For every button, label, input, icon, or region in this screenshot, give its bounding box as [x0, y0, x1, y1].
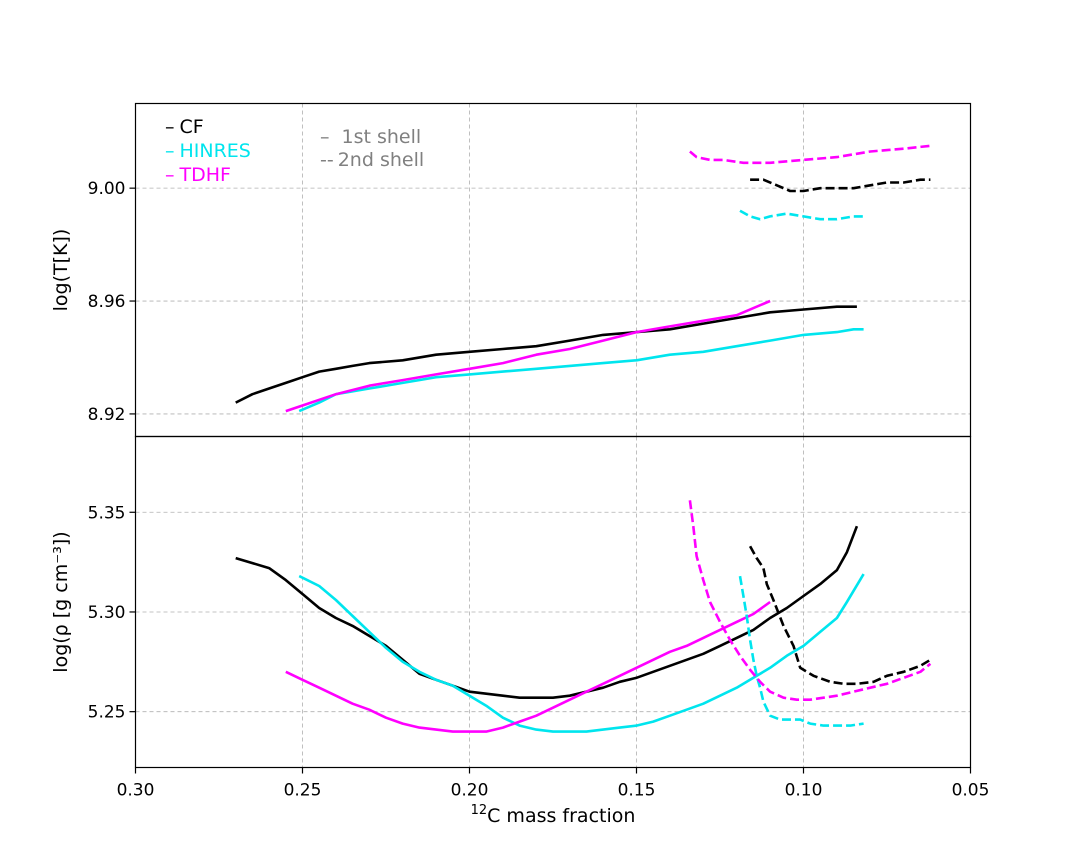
density-y-tick-label-0: 5.25 — [88, 703, 126, 723]
legend-item-hinres: – HINRES — [165, 140, 251, 162]
temperature-y-tick-label-0: 8.92 — [88, 405, 126, 425]
density-series-hinres-2nd-shell — [738, 575, 864, 727]
legend-marker-tdhf: – — [165, 164, 175, 186]
x-tick-label-4: 0.10 — [785, 781, 823, 801]
legend-item-tdhf: – TDHF — [165, 164, 231, 186]
shell-note-2nd: -- 2nd shell — [320, 149, 424, 171]
density-series-tdhf-1st-shell — [285, 600, 771, 733]
x-axis-label-text: C mass fraction — [487, 805, 635, 827]
legend-marker-cf: – — [165, 116, 175, 138]
temperature-series-cf-2nd-shell — [750, 178, 931, 193]
density-series-hinres-1st-shell — [298, 573, 865, 733]
x-axis-label: 12C mass fraction — [471, 803, 636, 827]
x-tick-label-5: 0.05 — [952, 781, 990, 801]
density-y-axis-label: log(ρ [g cm⁻³]) — [50, 531, 72, 672]
legend-label-cf: CF — [180, 116, 204, 138]
legend-marker-hinres: – — [165, 140, 175, 162]
x-tick-label-0: 0.30 — [117, 781, 155, 801]
x-tick-label-3: 0.15 — [618, 781, 656, 801]
density-series-cf-2nd-shell — [748, 545, 932, 686]
temperature-y-tick-label-1: 8.96 — [88, 292, 126, 312]
density-panel-frame — [134, 435, 972, 769]
x-tick-label-2: 0.20 — [451, 781, 489, 801]
temperature-y-axis-label: log(T[K]) — [50, 229, 72, 312]
temperature-series-hinres-2nd-shell — [739, 209, 864, 221]
x-tick-label-1: 0.25 — [284, 781, 322, 801]
shell-style-note: –1st shell -- 2nd shell — [320, 126, 424, 171]
density-y-tick-label-1: 5.30 — [88, 603, 126, 623]
temperature-series-hinres-1st-shell — [298, 328, 864, 413]
temperature-series-tdhf-2nd-shell — [689, 144, 931, 165]
density-y-tick-label-2: 5.35 — [88, 503, 126, 523]
series-layer — [235, 144, 932, 733]
tick-layer: 8.92 8.96 9.00 5.25 5.30 5.35 0.30 0.25 0.20 0.15… — [88, 179, 990, 800]
shell-note-1st-text: 1st shell — [342, 126, 422, 148]
x-axis-label-superscript: 12 — [471, 803, 488, 818]
density-series-cf-1st-shell — [235, 525, 859, 699]
temperature-y-tick-label-2: 9.00 — [88, 179, 126, 199]
density-series-tdhf-2nd-shell — [688, 500, 932, 701]
temperature-series-tdhf-1st-shell — [285, 299, 771, 413]
shell-note-1st: –1st shell — [320, 126, 421, 148]
legend-item-cf: – CF — [165, 116, 204, 138]
legend-label-hinres: HINRES — [180, 140, 251, 162]
shell-note-2nd-marker: -- — [320, 149, 334, 171]
shell-note-1st-marker: – — [320, 126, 330, 148]
legend: – CF – HINRES – TDHF — [165, 116, 251, 186]
shell-note-2nd-text: 2nd shell — [338, 149, 424, 171]
temperature-series-cf-1st-shell — [235, 305, 857, 404]
legend-label-tdhf: TDHF — [179, 164, 231, 186]
